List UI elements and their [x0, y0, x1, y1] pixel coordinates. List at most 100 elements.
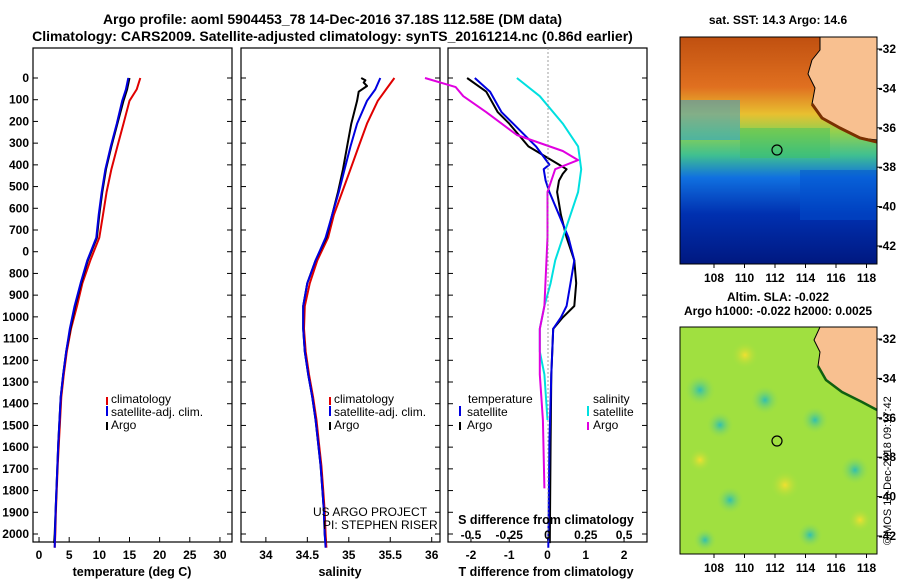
x-tick-label: -1 — [504, 548, 515, 562]
temperature-panel: 0100200300400500600700080090010001100120… — [2, 47, 233, 579]
sst-profile-marker — [771, 144, 783, 156]
sla-eddy — [840, 455, 870, 485]
sla-eddy — [801, 406, 829, 434]
depth-tick-label: 0 — [22, 245, 29, 259]
sla-eddy — [716, 486, 744, 514]
temperature-series — [53, 77, 142, 548]
series-line-climatology — [53, 77, 142, 548]
x-tick-label: 20 — [153, 548, 167, 562]
lon-label: 118 — [857, 561, 877, 575]
legend-climatology-label: climatology — [111, 392, 171, 406]
lon-label: 116 — [826, 561, 846, 575]
lat-label: -40 — [879, 490, 897, 504]
depth-tick-label: 1900 — [2, 505, 29, 519]
depth-tick-label: 500 — [9, 180, 29, 194]
sst-lon-labels: 108 110 112 114 116 118 — [704, 264, 877, 285]
title-line-2: Climatology: CARS2009. Satellite-adjuste… — [32, 28, 633, 44]
x-tick-label: 30 — [213, 548, 227, 562]
lon-label: 116 — [826, 271, 846, 285]
sst-coast-shelf — [810, 103, 878, 144]
lon-label: 108 — [704, 271, 724, 285]
credit-project: US ARGO PROJECT — [313, 505, 428, 519]
difference-series — [424, 77, 583, 548]
series-line-satellite — [474, 77, 576, 548]
lon-label: 110 — [735, 271, 755, 285]
temperature-depth-axis: 0 100 200 300 400 500 600 700 0 800 900 1000 1100 120… — [2, 71, 232, 541]
sla-eddy — [688, 448, 712, 472]
depth-tick-label: 1700 — [2, 462, 29, 476]
depth-tick-label: 1500 — [2, 418, 29, 432]
salinity-series — [302, 77, 396, 548]
sla-eddy — [750, 385, 780, 415]
lat-label: -38 — [879, 450, 897, 464]
s-tick-label: -0.5 — [461, 528, 482, 542]
lat-label: -34 — [879, 371, 897, 385]
legend-argo-label: Argo — [334, 418, 360, 432]
s-tick-label: 0.5 — [616, 528, 633, 542]
t-difference-xlabel: T difference from climatology — [458, 565, 633, 579]
x-tick-label: 10 — [93, 548, 107, 562]
salinity-panel: 34 34.5 35 35.5 36 salinity climatology sate… — [240, 47, 441, 579]
salinity-plot-frame — [240, 47, 441, 543]
temperature-legend: climatology satellite-adj. clim. Argo — [106, 392, 203, 432]
credit-pi: PI: STEPHEN RISER — [323, 518, 438, 532]
legend-s-satellite-label: satellite — [593, 405, 634, 419]
temperature-xlabel: temperature (deg C) — [73, 565, 192, 579]
sla-eddy — [848, 508, 872, 532]
x-tick-label: 34.5 — [296, 548, 320, 562]
lat-label: -42 — [879, 239, 897, 253]
lat-label: -42 — [879, 529, 897, 543]
sst-field — [800, 170, 877, 220]
x-tick-label: 2 — [621, 548, 628, 562]
sla-map-title-1: Altim. SLA: -0.022 — [727, 290, 829, 304]
temperature-plot-frame — [32, 47, 233, 543]
depth-tick-label: 900 — [9, 288, 29, 302]
lat-label: -38 — [879, 160, 897, 174]
x-tick-label: 0 — [36, 548, 43, 562]
legend-temperature-title: temperature — [468, 392, 533, 406]
salinity-xlabel: salinity — [318, 565, 361, 579]
depth-tick-label: 1200 — [2, 353, 29, 367]
salinity-legend: climatology satellite-adj. clim. Argo — [329, 392, 426, 432]
legend-salinity-title: salinity — [593, 392, 630, 406]
series-line-argo — [424, 77, 580, 489]
sla-lat-labels: -32 -34 -36 -38 -40 -42 — [877, 332, 896, 543]
salinity-depth-ticks — [241, 77, 440, 535]
sst-map-title: sat. SST: 14.3 Argo: 14.6 — [709, 13, 848, 27]
x-tick-label: 0 — [544, 548, 551, 562]
depth-tick-label: 200 — [9, 114, 29, 128]
legend-satellite-label: satellite-adj. clim. — [334, 405, 426, 419]
depth-tick-label: 0 — [22, 71, 29, 85]
sla-eddies — [684, 341, 872, 552]
legend-satellite-label: satellite-adj. clim. — [111, 405, 203, 419]
lon-label: 114 — [796, 271, 816, 285]
depth-tick-label: 1100 — [3, 332, 29, 346]
sla-eddy — [684, 374, 716, 406]
x-tick-label: 15 — [123, 548, 137, 562]
sla-eddy — [731, 341, 759, 369]
series-line-argo — [53, 77, 131, 544]
x-tick-label: 35 — [342, 548, 356, 562]
lon-label: 112 — [765, 271, 785, 285]
series-line-satellite-adj-clim- — [302, 77, 382, 548]
sla-map-frame — [679, 326, 878, 555]
sla-eddy — [693, 528, 717, 552]
sst-field — [680, 100, 740, 140]
lon-label: 110 — [735, 561, 755, 575]
depth-tick-label: 2000 — [2, 527, 29, 541]
legend-climatology-label: climatology — [334, 392, 394, 406]
legend-argo-label: Argo — [111, 418, 137, 432]
lat-label: -40 — [879, 200, 897, 214]
sla-eddy — [797, 522, 823, 548]
depth-tick-label: 400 — [9, 158, 29, 172]
x-tick-label: 34 — [259, 548, 273, 562]
depth-tick-label: 1400 — [2, 397, 29, 411]
s-difference-axis: -0.5 -0.25 0 0.25 0.5 — [461, 528, 633, 542]
sst-map-frame — [679, 36, 878, 265]
depth-tick-label: 600 — [9, 201, 29, 215]
sla-eddy — [770, 470, 800, 500]
depth-tick-label: 800 — [9, 266, 29, 280]
lon-label: 118 — [857, 271, 877, 285]
x-tick-label: 36 — [425, 548, 439, 562]
